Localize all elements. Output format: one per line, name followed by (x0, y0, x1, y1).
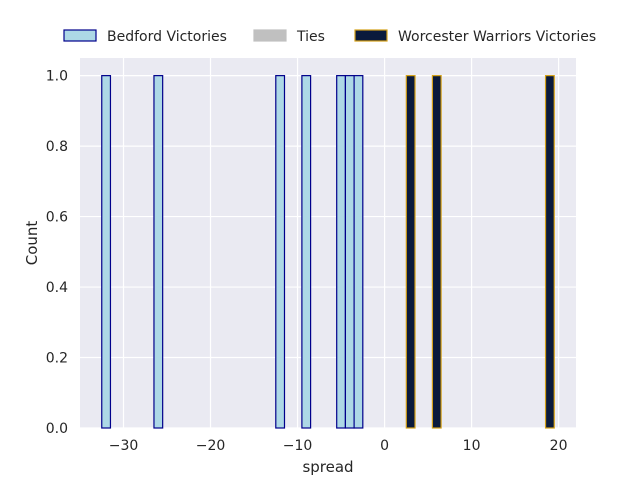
y-tick-label: 0.6 (46, 210, 68, 226)
histogram-bar (353, 75, 364, 429)
y-tick-label: 0.8 (46, 139, 68, 155)
histogram-bar (336, 75, 347, 429)
legend-swatch (63, 29, 97, 42)
histogram-bar (405, 75, 416, 429)
x-tick-label: 0 (380, 438, 389, 454)
x-tick-label: −20 (196, 438, 226, 454)
x-tick-label: −10 (283, 438, 313, 454)
legend-swatch (354, 29, 388, 42)
histogram-bar (344, 75, 355, 429)
y-tick-label: 1.0 (46, 69, 68, 85)
y-tick-label: 0.0 (46, 421, 68, 437)
histogram-bar (153, 75, 164, 429)
x-tick-label: 20 (550, 438, 568, 454)
histogram-bars (101, 75, 555, 429)
histogram-bar (275, 75, 286, 429)
x-tick-label: −30 (109, 438, 139, 454)
x-tick-label: 10 (463, 438, 481, 454)
histogram-bar (101, 75, 112, 429)
axis-ticks: −30 −20 −10 0 10 20 0.0 0.2 0.4 0.6 0.8 1.0 (46, 69, 568, 454)
y-tick-label: 0.4 (46, 280, 68, 296)
legend-label: Ties (296, 29, 325, 45)
legend: Bedford Victories Ties Worcester Warriors … (63, 29, 596, 45)
histogram-bar (301, 75, 312, 429)
legend-label: Bedford Victories (107, 29, 227, 45)
histogram-bar (431, 75, 442, 429)
legend-label: Worcester Warriors Victories (398, 29, 596, 45)
y-axis-label: Count (23, 221, 41, 266)
legend-swatch (253, 29, 287, 42)
y-tick-label: 0.2 (46, 351, 68, 367)
histogram-bar (544, 75, 555, 429)
x-axis-label: spread (302, 458, 353, 476)
